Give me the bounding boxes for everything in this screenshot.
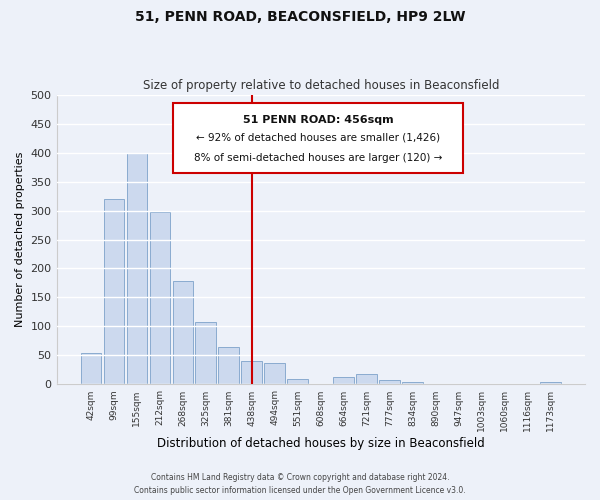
Bar	[104, 199, 124, 384]
Text: ← 92% of detached houses are smaller (1,426): ← 92% of detached houses are smaller (1,…	[196, 132, 440, 142]
Bar	[379, 380, 400, 384]
Bar	[149, 212, 170, 384]
Text: 51, PENN ROAD, BEACONSFIELD, HP9 2LW: 51, PENN ROAD, BEACONSFIELD, HP9 2LW	[135, 10, 465, 24]
Bar	[403, 382, 423, 384]
FancyBboxPatch shape	[173, 104, 463, 173]
X-axis label: Distribution of detached houses by size in Beaconsfield: Distribution of detached houses by size …	[157, 437, 485, 450]
Text: 51 PENN ROAD: 456sqm: 51 PENN ROAD: 456sqm	[243, 115, 394, 125]
Title: Size of property relative to detached houses in Beaconsfield: Size of property relative to detached ho…	[143, 79, 499, 92]
Bar	[265, 363, 285, 384]
Bar	[80, 352, 101, 384]
Bar	[173, 282, 193, 385]
Bar	[540, 382, 561, 384]
Bar	[241, 362, 262, 384]
Bar	[356, 374, 377, 384]
Bar	[218, 347, 239, 385]
Y-axis label: Number of detached properties: Number of detached properties	[15, 152, 25, 327]
Bar	[334, 377, 354, 384]
Text: 8% of semi-detached houses are larger (120) →: 8% of semi-detached houses are larger (1…	[194, 152, 442, 162]
Bar	[127, 152, 147, 384]
Bar	[287, 378, 308, 384]
Text: Contains HM Land Registry data © Crown copyright and database right 2024.
Contai: Contains HM Land Registry data © Crown c…	[134, 474, 466, 495]
Bar	[196, 322, 216, 384]
